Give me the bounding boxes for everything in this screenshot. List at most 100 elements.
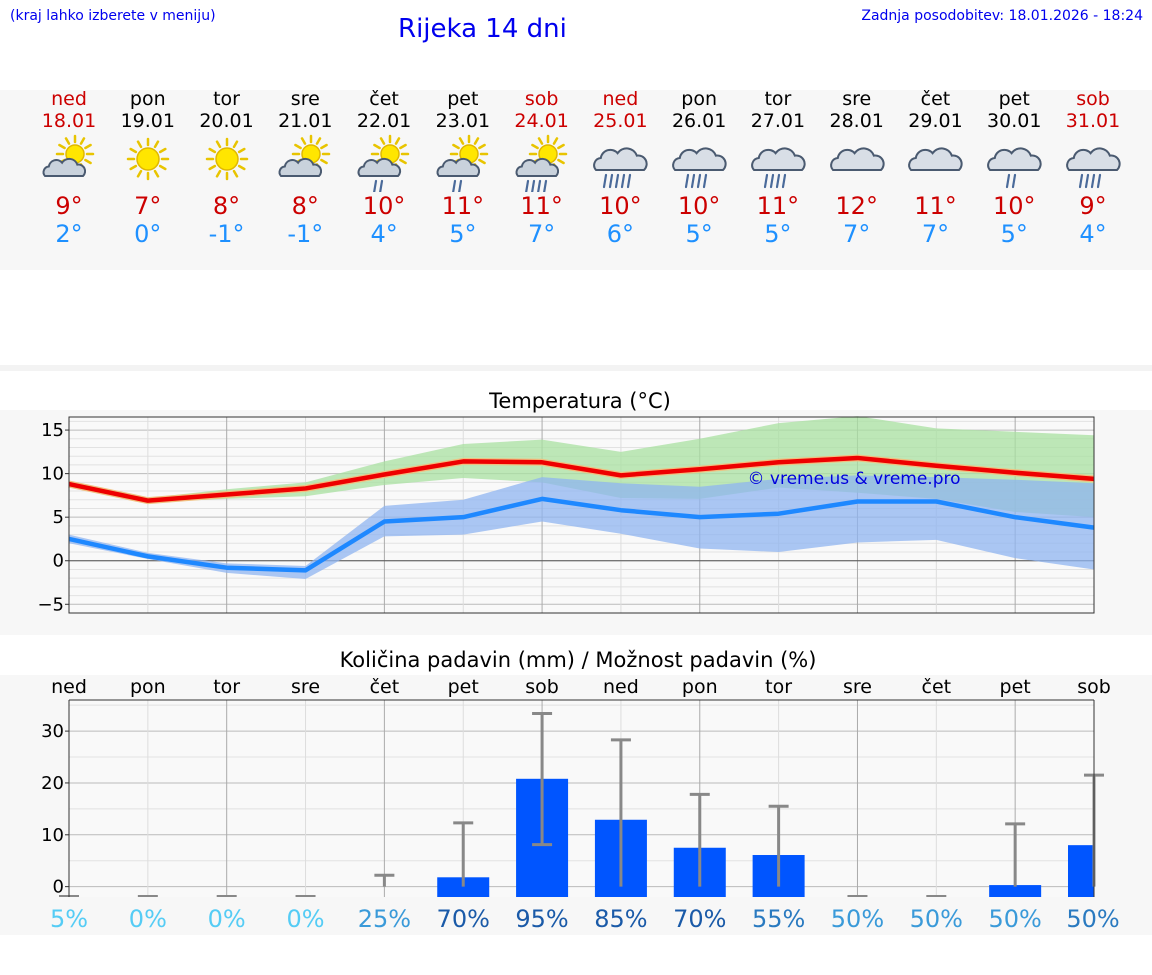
sun-ray <box>129 164 137 171</box>
plot-frame <box>68 416 1095 614</box>
temp-max: 10° <box>599 192 642 220</box>
day-column: sre 28.01 12° 7° <box>818 88 896 248</box>
sun-ray <box>379 137 386 145</box>
temperature-chart: Temperatura (°C) 15 10 5 0 −5 © vreme.us & vre… <box>37 389 1095 615</box>
rain-drop <box>781 173 787 189</box>
day-column: pet 23.01 11° 5° <box>424 88 502 248</box>
divider <box>0 365 1152 371</box>
sun-ray <box>294 143 303 150</box>
sun-ray <box>394 137 401 145</box>
y-tick-label: 10 <box>41 825 64 846</box>
y-tick-label: 20 <box>41 773 64 794</box>
temp-max: 10° <box>677 192 721 220</box>
sun-ray <box>458 137 465 145</box>
rain-drop <box>1096 173 1102 189</box>
cloud-icon <box>829 147 885 171</box>
y-tick-label: 30 <box>41 721 64 742</box>
sun-ray <box>84 158 92 165</box>
sun-ray <box>232 140 238 149</box>
sun-ray <box>158 164 167 171</box>
sun-ray <box>158 147 167 154</box>
last-updated: Zadnja posodobitev: 18.01.2026 - 18:24 <box>861 8 1143 24</box>
temp-min: 2° <box>55 220 83 248</box>
day-column: čet 29.01 11° 7° <box>896 88 974 248</box>
sun-ray <box>237 147 246 154</box>
precipitation-chart: Količina padavin (mm) / Možnost padavin … <box>41 648 1120 933</box>
sun-ray <box>153 169 160 178</box>
day-date: 19.01 <box>120 110 175 132</box>
day-column: pon 19.01 7° 0° <box>109 88 187 248</box>
chart-title: Količina padavin (mm) / Možnost padavin … <box>340 648 817 672</box>
temp-min: 0° <box>134 220 162 248</box>
day-date: 27.01 <box>750 110 806 132</box>
cloud-shape <box>672 147 727 171</box>
day-column: ned 18.01 9° 2° <box>30 88 108 248</box>
sun-ray <box>316 137 322 145</box>
sun-ray <box>136 169 143 178</box>
cloud-shape <box>908 147 964 171</box>
temp-min: 6° <box>606 220 635 248</box>
x-category-label: tor <box>213 676 240 698</box>
day-column: sob 24.01 11° 7° <box>503 88 581 248</box>
temp-max: 11° <box>756 192 800 220</box>
sun-ray <box>556 158 565 165</box>
cloud-heavy-rain-icon <box>593 147 649 189</box>
sun-icon <box>205 137 248 181</box>
rain-drop <box>451 179 456 192</box>
rain-drop <box>775 173 781 189</box>
temp-min: 4° <box>370 220 398 248</box>
day-date: 24.01 <box>514 110 569 132</box>
x-category-label: ned <box>51 676 87 698</box>
sun-ray <box>399 143 407 150</box>
cloud-rain-icon <box>1066 147 1121 189</box>
temp-min: 5° <box>685 220 713 248</box>
temp-max: 9° <box>1079 192 1107 220</box>
sun-disc <box>214 147 239 171</box>
precip-bar <box>437 877 490 897</box>
cloud-rain-icon <box>1066 147 1121 189</box>
weather-icon-slot <box>818 132 896 192</box>
precip-probability: 5% <box>50 905 88 933</box>
cloud-icon <box>908 147 964 171</box>
precip-probability: 50% <box>910 905 963 933</box>
temp-max: 11° <box>914 192 957 220</box>
x-category-label: sre <box>291 676 320 698</box>
partly-cloudy-icon <box>42 134 95 177</box>
day-column: ned 25.01 10° 6° <box>581 88 659 248</box>
day-column: tor 20.01 8° -1° <box>188 88 266 248</box>
day-name: čet <box>920 88 951 110</box>
day-name: pet <box>998 88 1030 110</box>
x-category-label: pon <box>682 676 718 698</box>
x-category-label: sob <box>525 676 559 698</box>
cloud-shape <box>987 147 1042 171</box>
min-temp-line <box>68 496 1095 573</box>
temp-min: 5° <box>1000 220 1028 248</box>
day-name: sob <box>1076 88 1110 110</box>
sun-ray <box>136 140 143 149</box>
precip-probability: 25% <box>358 905 411 933</box>
rain-drop <box>373 179 378 192</box>
sun-ray <box>215 169 221 178</box>
sun-ray <box>79 137 86 145</box>
sun-ray <box>477 143 486 150</box>
rain-drop <box>530 179 535 192</box>
y-tick-label: 5 <box>53 507 64 528</box>
day-name: sre <box>290 88 320 110</box>
sun-ray <box>237 164 246 171</box>
cloud-shape <box>357 157 402 177</box>
sun-ray <box>473 137 480 145</box>
rain-drop <box>1006 173 1011 189</box>
precip-probability: 95% <box>515 905 568 933</box>
rain-drop <box>379 179 384 192</box>
day-date: 31.01 <box>1065 110 1121 132</box>
day-column: sre 21.01 8° -1° <box>266 88 344 248</box>
x-category-label: ned <box>603 676 639 698</box>
rain-drop <box>457 179 462 192</box>
weather-icon-slot <box>1054 132 1132 192</box>
day-date: 22.01 <box>356 110 412 132</box>
y-tick-label: 15 <box>41 420 64 441</box>
location-hint: (kraj lahko izberete v meniju) <box>10 8 216 24</box>
temp-max: 11° <box>441 192 485 220</box>
partly-cloudy-light-rain-icon <box>436 134 489 192</box>
sun-ray <box>477 158 486 165</box>
